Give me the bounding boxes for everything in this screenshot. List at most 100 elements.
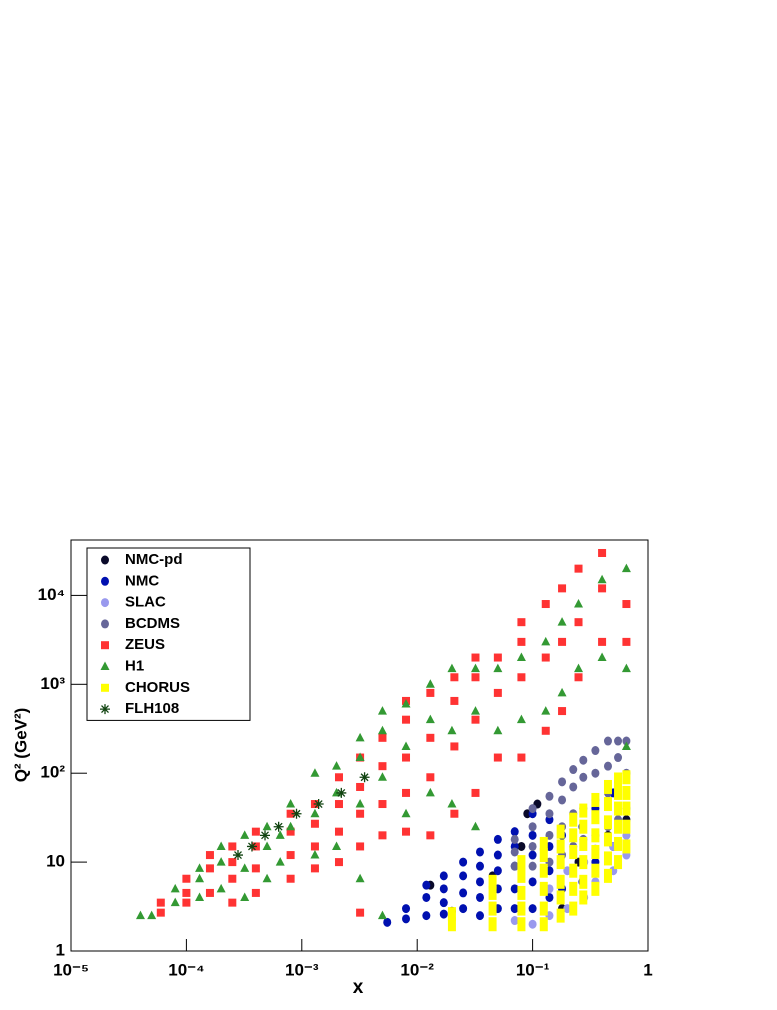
point xyxy=(516,652,526,662)
point xyxy=(597,652,607,662)
point xyxy=(402,914,411,924)
point xyxy=(493,753,502,762)
point xyxy=(310,842,319,851)
point xyxy=(246,841,257,852)
point xyxy=(459,857,468,867)
point xyxy=(622,736,631,746)
point xyxy=(286,809,295,818)
point xyxy=(262,821,272,831)
point xyxy=(383,917,392,927)
point xyxy=(517,855,526,870)
point xyxy=(493,866,502,876)
point xyxy=(402,904,411,914)
point xyxy=(359,772,370,783)
point xyxy=(597,574,607,584)
point xyxy=(528,822,537,832)
point xyxy=(356,908,365,917)
point xyxy=(156,908,165,917)
point xyxy=(603,832,612,847)
point xyxy=(332,761,342,770)
point xyxy=(579,836,588,851)
point xyxy=(614,819,623,834)
point xyxy=(510,861,519,871)
y-tick-label: 10³ xyxy=(40,674,65,693)
point xyxy=(591,810,600,825)
point xyxy=(621,563,631,573)
point xyxy=(517,637,526,646)
point xyxy=(579,890,588,905)
point xyxy=(516,714,526,724)
point xyxy=(622,770,631,785)
point xyxy=(556,855,565,870)
point xyxy=(310,850,320,859)
point xyxy=(528,877,537,887)
point xyxy=(517,753,526,762)
point xyxy=(262,873,272,883)
point xyxy=(447,725,457,735)
point xyxy=(356,842,365,851)
y-tick-label: 10⁴ xyxy=(38,585,65,604)
point xyxy=(475,892,484,902)
point xyxy=(539,917,548,932)
point xyxy=(517,917,526,932)
point xyxy=(336,787,347,798)
point xyxy=(260,830,271,841)
point xyxy=(622,801,631,816)
point xyxy=(447,917,456,932)
point xyxy=(541,653,550,662)
point xyxy=(334,773,343,782)
point xyxy=(539,863,548,878)
point xyxy=(493,850,502,860)
point xyxy=(510,834,519,844)
point xyxy=(591,746,600,756)
point xyxy=(493,663,503,673)
point xyxy=(402,753,411,762)
legend-marker xyxy=(101,576,109,586)
point xyxy=(332,841,342,850)
point xyxy=(539,848,548,863)
point xyxy=(603,736,612,746)
series-4 xyxy=(156,548,631,917)
legend-marker xyxy=(101,598,109,608)
point xyxy=(591,792,600,807)
series-7 xyxy=(233,772,370,861)
point xyxy=(273,821,284,832)
point xyxy=(569,844,578,859)
point xyxy=(310,768,320,777)
point xyxy=(313,799,324,810)
point xyxy=(402,788,411,797)
point xyxy=(377,910,387,920)
point xyxy=(622,839,631,854)
legend-label: BCDMS xyxy=(125,615,180,632)
point xyxy=(591,863,600,878)
point xyxy=(557,617,567,626)
point xyxy=(493,725,503,735)
legend-label: H1 xyxy=(125,657,144,674)
legend-label: NMC-pd xyxy=(125,551,182,568)
point xyxy=(557,687,567,697)
point xyxy=(240,863,250,872)
point xyxy=(459,904,468,914)
point xyxy=(579,874,588,889)
point xyxy=(603,851,612,866)
legend-label: ZEUS xyxy=(125,636,165,653)
point xyxy=(517,885,526,900)
point xyxy=(426,688,435,697)
point xyxy=(471,673,480,682)
point xyxy=(579,819,588,834)
legend-box xyxy=(86,547,251,721)
point xyxy=(574,564,583,573)
point xyxy=(541,726,550,735)
point xyxy=(286,821,296,831)
point xyxy=(569,863,578,878)
point xyxy=(310,819,319,828)
point xyxy=(334,827,343,836)
point xyxy=(426,773,435,782)
point xyxy=(517,841,526,851)
point xyxy=(291,808,302,819)
point xyxy=(216,857,226,866)
point xyxy=(488,885,497,900)
point xyxy=(422,880,431,890)
point xyxy=(517,901,526,916)
